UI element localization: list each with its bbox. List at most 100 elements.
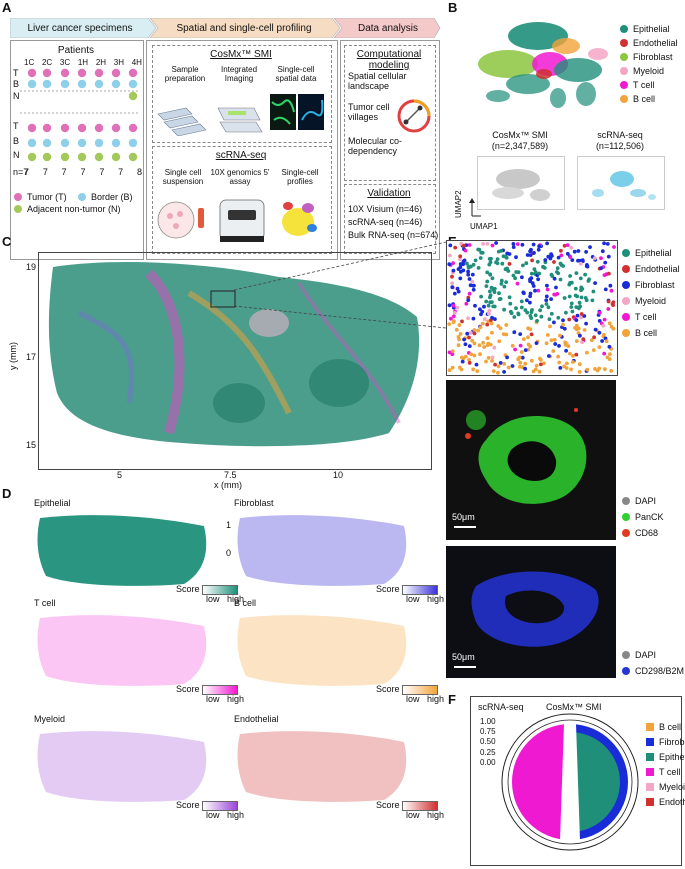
cell-point xyxy=(608,283,613,288)
cell-point xyxy=(472,341,477,346)
cell-point xyxy=(579,315,583,320)
cell-point xyxy=(579,288,583,293)
legend-b-fibroblast: Fibroblast xyxy=(620,52,678,62)
cell-point xyxy=(478,307,482,312)
cell-point xyxy=(559,253,564,258)
cell-point xyxy=(474,362,479,367)
cell-point xyxy=(470,338,475,343)
patient-sample-dot xyxy=(27,138,37,148)
cell-point xyxy=(552,320,556,325)
cell-point xyxy=(535,259,540,264)
cell-point xyxy=(518,332,523,336)
cell-point xyxy=(577,370,582,374)
row-label-b: B xyxy=(13,79,20,89)
cell-point xyxy=(562,326,567,331)
cell-point xyxy=(603,287,608,292)
cell-point xyxy=(507,262,512,266)
cell-point xyxy=(593,327,598,332)
cell-point xyxy=(511,245,516,249)
scrna-umap-label: scRNA-seq xyxy=(597,130,643,140)
cell-point xyxy=(447,303,452,308)
cell-point xyxy=(555,266,560,271)
cell-point xyxy=(559,248,563,253)
cell-point xyxy=(458,254,463,259)
cell-point xyxy=(581,337,586,341)
count: 7 xyxy=(80,167,86,177)
cosmx-step-2: Integrated Imaging xyxy=(220,65,258,83)
score-map xyxy=(234,728,414,804)
cell-point xyxy=(447,350,452,355)
cell-point xyxy=(528,327,533,332)
cell-point xyxy=(597,330,602,335)
legend-b-epithelial: Epithelial xyxy=(620,24,678,34)
cell-point xyxy=(503,267,508,272)
validation-item-3: Bulk RNA-seq (n=674) xyxy=(348,230,439,240)
score-map-title: B cell xyxy=(234,598,257,608)
cell-point xyxy=(605,242,610,246)
score-high: high xyxy=(227,594,245,604)
score-legend: Score xyxy=(176,684,239,695)
cell-point xyxy=(538,308,542,313)
cell-point xyxy=(539,314,544,319)
cell-point xyxy=(486,356,491,360)
cell-point xyxy=(593,281,597,285)
cell-point xyxy=(606,254,611,259)
cell-point xyxy=(581,259,585,263)
cell-point xyxy=(549,311,554,316)
border-dot-icon xyxy=(78,193,86,201)
cell-point xyxy=(518,343,523,348)
cosmx-umap-n: (n=2,347,589) xyxy=(491,141,549,151)
f-donut xyxy=(501,713,639,851)
cell-point xyxy=(453,245,458,250)
cell-point xyxy=(577,300,582,305)
panel-e-if1-legend: DAPI PanCK CD68 xyxy=(622,496,664,544)
score-map-title: T cell xyxy=(34,598,56,608)
cell-point xyxy=(514,255,518,260)
cell-point xyxy=(490,315,494,320)
cell-point xyxy=(599,266,603,271)
xtick-5: 5 xyxy=(117,470,123,480)
cell-point xyxy=(585,264,590,269)
patient-sample-dot xyxy=(42,79,52,89)
header-analysis: Data analysis xyxy=(357,23,419,34)
cell-point xyxy=(584,321,588,326)
cell-point xyxy=(466,298,471,303)
cell-point xyxy=(575,313,580,318)
cosmx-step-3: Single-cell spatial data xyxy=(275,65,317,83)
cell-point xyxy=(502,361,507,366)
cell-point xyxy=(467,277,472,281)
cell-point xyxy=(530,308,534,312)
cell-point xyxy=(507,252,512,256)
score-map xyxy=(34,612,214,688)
header-specimens: Liver cancer specimens xyxy=(27,23,133,34)
panel-e-legend: Epithelial Endothelial Fibroblast Myeloi… xyxy=(622,248,680,344)
cell-point xyxy=(568,351,572,356)
cell-point xyxy=(508,309,513,314)
cell-point xyxy=(498,297,503,301)
cell-point xyxy=(552,276,557,281)
cell-point xyxy=(558,333,562,338)
patient-sample-dot xyxy=(60,79,70,89)
cell-point xyxy=(464,301,469,306)
patient-sample-dot xyxy=(42,152,52,162)
cell-point xyxy=(579,295,584,300)
cell-point xyxy=(450,349,455,353)
zoom-scatter xyxy=(446,240,618,376)
cell-point xyxy=(485,336,490,341)
patient-sample-dot xyxy=(111,79,121,89)
patient-sample-dot xyxy=(60,68,70,78)
row-label-t2: T xyxy=(13,121,19,131)
legend-e-fibroblast: Fibroblast xyxy=(622,280,680,290)
cosmx-illustrations xyxy=(157,94,324,136)
cell-point xyxy=(484,284,489,288)
cell-point xyxy=(572,249,577,254)
cell-point xyxy=(514,306,518,311)
patient-id: 1C xyxy=(24,58,35,67)
ytick-19: 19 xyxy=(26,262,37,272)
cell-point xyxy=(450,285,455,290)
cell-point xyxy=(511,242,516,246)
patient-sample-dot xyxy=(77,68,87,78)
cell-point xyxy=(467,335,471,340)
cell-point xyxy=(462,258,467,263)
cell-point xyxy=(577,362,582,367)
